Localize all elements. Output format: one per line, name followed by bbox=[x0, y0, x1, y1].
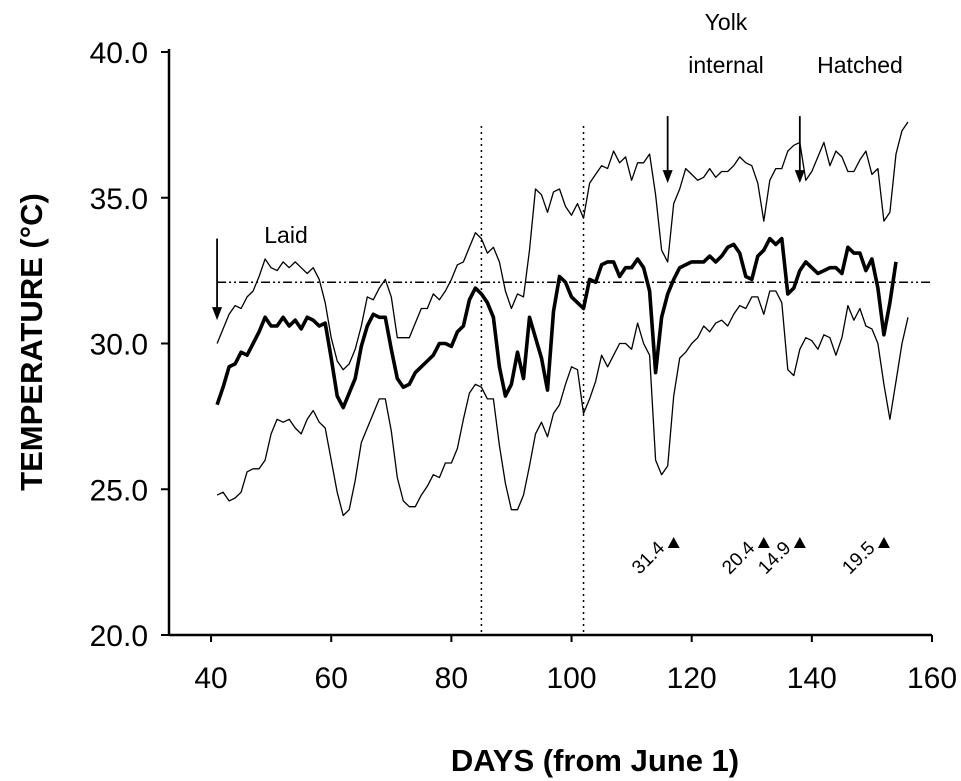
x-tick-label: 140 bbox=[787, 662, 837, 695]
y-tick-label: 25.0 bbox=[90, 474, 148, 507]
annotation-arrow-head bbox=[212, 307, 223, 321]
rainfall-label: 31.4 bbox=[628, 537, 669, 578]
x-tick-label: 120 bbox=[667, 662, 717, 695]
rainfall-triangle-marker bbox=[877, 537, 890, 548]
rainfall-triangle-marker bbox=[793, 537, 806, 548]
y-tick-label: 40.0 bbox=[90, 37, 148, 70]
y-tick-label: 35.0 bbox=[90, 183, 148, 216]
rainfall-markers: 31.4 20.414.9 19.5 bbox=[628, 537, 890, 579]
x-tick-label: 100 bbox=[546, 662, 596, 695]
rainfall-label: 19.5 bbox=[838, 538, 879, 579]
reference-lines bbox=[217, 126, 932, 635]
x-ticks: 40 60 80 100 120 140 160 bbox=[194, 635, 957, 695]
annotation-laid: Laid bbox=[264, 222, 307, 248]
maximum-temperature-line bbox=[216, 121, 909, 371]
rainfall-label: 20.4 bbox=[718, 537, 759, 578]
annotation-arrow-head bbox=[662, 170, 673, 184]
annotations: Laid Yolk internal Hatched bbox=[212, 9, 903, 321]
rainfall-triangle-marker bbox=[757, 537, 770, 548]
annotation-yolk-internal-line-1: Yolk bbox=[705, 9, 748, 35]
axes bbox=[167, 49, 932, 637]
x-tick-label: 160 bbox=[907, 662, 957, 695]
y-axis-title: TEMPERATURE (°C) bbox=[14, 193, 49, 491]
y-tick-label: 20.0 bbox=[90, 620, 148, 653]
x-tick-label: 60 bbox=[315, 662, 348, 695]
mean-temperature-line bbox=[215, 236, 898, 410]
y-ticks: 20.0 25.0 30.0 35.0 40.0 bbox=[90, 37, 169, 653]
y-tick-label: 30.0 bbox=[90, 329, 148, 362]
annotation-hatched: Hatched bbox=[817, 52, 903, 78]
x-axis-title: DAYS (from June 1) bbox=[451, 743, 739, 778]
annotation-yolk-internal-line-2: internal bbox=[688, 52, 763, 78]
rainfall-triangle-marker bbox=[667, 537, 680, 548]
annotation-arrow-head bbox=[794, 170, 805, 184]
x-tick-label: 80 bbox=[435, 662, 468, 695]
series-lines bbox=[215, 121, 909, 517]
minimum-temperature-line bbox=[216, 290, 909, 517]
x-tick-label: 40 bbox=[194, 662, 227, 695]
